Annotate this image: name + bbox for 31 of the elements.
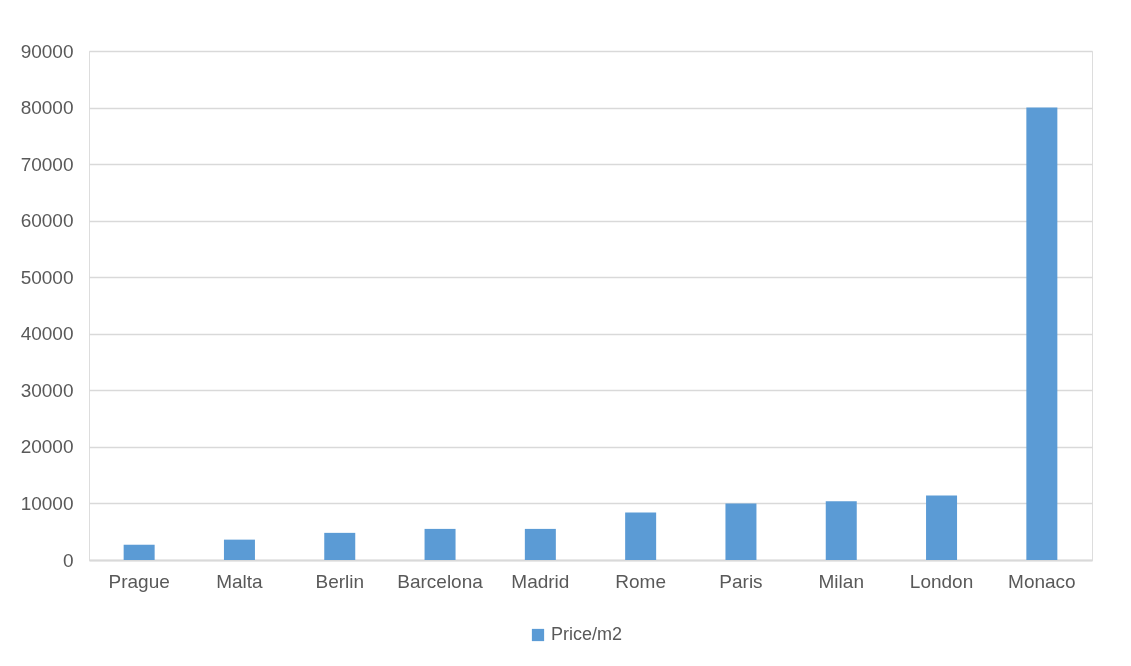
y-tick-label: 50000 (20, 266, 74, 288)
bar (424, 528, 456, 560)
y-tick-label: 40000 (20, 323, 74, 345)
bar (524, 528, 556, 560)
y-tick-label: 20000 (20, 436, 74, 458)
y-tick-label: 70000 (20, 153, 74, 175)
x-tick-label: Barcelona (397, 570, 484, 592)
x-tick-label: Berlin (315, 570, 365, 592)
y-tick-label: 80000 (20, 97, 74, 119)
bar (324, 532, 356, 560)
bar (1026, 107, 1058, 560)
bar (223, 539, 255, 560)
x-tick-label: Paris (719, 570, 763, 592)
y-tick-label: 30000 (20, 379, 74, 401)
legend-label: Price/m2 (551, 624, 623, 644)
x-tick-label: Monaco (1008, 570, 1076, 592)
bar (625, 512, 657, 560)
x-tick-label: Milan (818, 570, 864, 592)
x-tick-label: Madrid (511, 570, 570, 592)
bar (123, 544, 155, 560)
x-tick-label: Prague (108, 570, 170, 592)
y-tick-label: 0 (62, 549, 74, 571)
y-tick-label: 10000 (20, 492, 74, 514)
x-tick-label: Malta (216, 570, 264, 592)
x-tick-label: Rome (615, 570, 666, 592)
x-tick-label: London (909, 570, 974, 592)
y-tick-label: 60000 (20, 210, 74, 232)
bar (825, 501, 857, 560)
bar (725, 503, 757, 560)
y-tick-label: 90000 (20, 40, 74, 62)
bar (926, 495, 958, 560)
